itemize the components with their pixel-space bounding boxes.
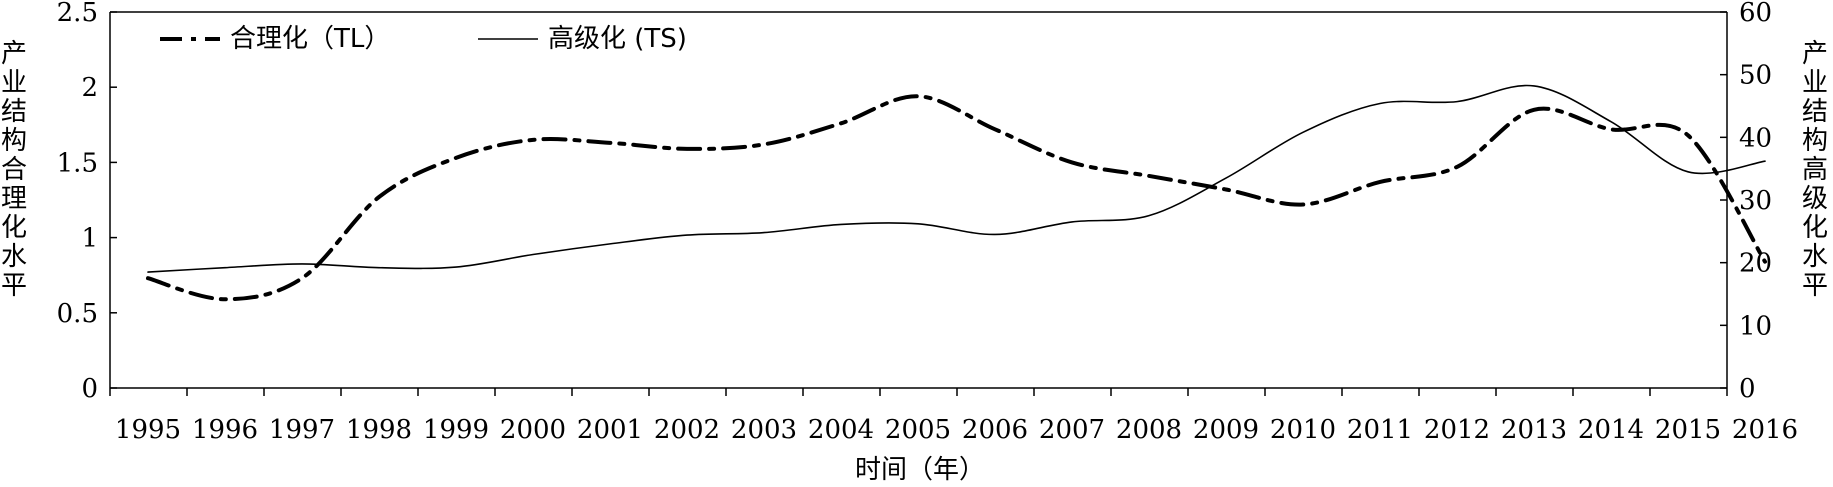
y-left-tick-label: 0 [81,374,98,404]
data-point-tl-2003 [762,142,766,146]
axes: 0 0.5 1 1.5 2 2.5 0 10 20 30 40 50 60 1995 1996 1997 199… [57,0,1798,445]
x-tick-label: 2009 [1193,415,1259,445]
x-tick-label: 2014 [1578,415,1644,445]
y-left-tick-label: 2.5 [57,0,98,28]
y-left-tick-label: 1.5 [57,148,98,178]
y-right-tick-label: 60 [1739,0,1772,28]
y-right-tick-label: 0 [1739,374,1756,404]
y-right-tick-label: 50 [1739,61,1772,91]
y-left-tick-label: 0.5 [57,299,98,329]
series-line-ts [147,84,1766,273]
y-right-tick-label: 10 [1739,311,1772,341]
x-tick-label: 2000 [500,415,566,445]
legend-label-tl: 合理化（TL） [230,24,390,54]
y-right-tick-label: 30 [1739,186,1772,216]
x-tick-label: 2004 [808,415,874,445]
x-tick-label: 2006 [962,415,1028,445]
x-tick-label: 1998 [346,415,412,445]
series-layer [146,84,1767,302]
x-axis-label: 时间（年） [855,455,985,485]
x-tick-label: 2007 [1039,415,1105,445]
y-axis-label-right: 产业结构高级化水平 [1801,39,1828,301]
y-left-tick-label: 2 [81,73,98,103]
y-right-tick-label: 40 [1739,123,1772,153]
x-tick-label: 2005 [885,415,951,445]
x-tick-label: 2012 [1424,415,1490,445]
x-tick-label: 1999 [423,415,489,445]
data-point-tl-1997 [300,276,304,280]
y-right-tick-label: 20 [1739,249,1772,279]
legend-label-ts: 高级化 (TS) [548,24,687,54]
x-tick-label: 1995 [115,415,181,445]
x-tick-label: 2008 [1116,415,1182,445]
x-tick-label: 2010 [1270,415,1336,445]
y-axis-label-left: 产业结构合理化水平 [0,39,27,301]
x-tick-label: 2003 [731,415,797,445]
y-left-tick-label: 1 [81,224,98,254]
x-tick-label: 1996 [192,415,258,445]
x-tick-label: 2013 [1501,415,1567,445]
x-tick-label: 2002 [654,415,720,445]
x-tick-label: 2015 [1655,415,1721,445]
x-tick-label: 1997 [269,415,335,445]
x-tick-label: 2011 [1347,415,1413,445]
series-line-tl [146,94,1767,302]
x-tick-label: 2016 [1732,415,1798,445]
x-tick-label: 2001 [577,415,643,445]
legend: 合理化（TL） 高级化 (TS) [160,24,687,54]
